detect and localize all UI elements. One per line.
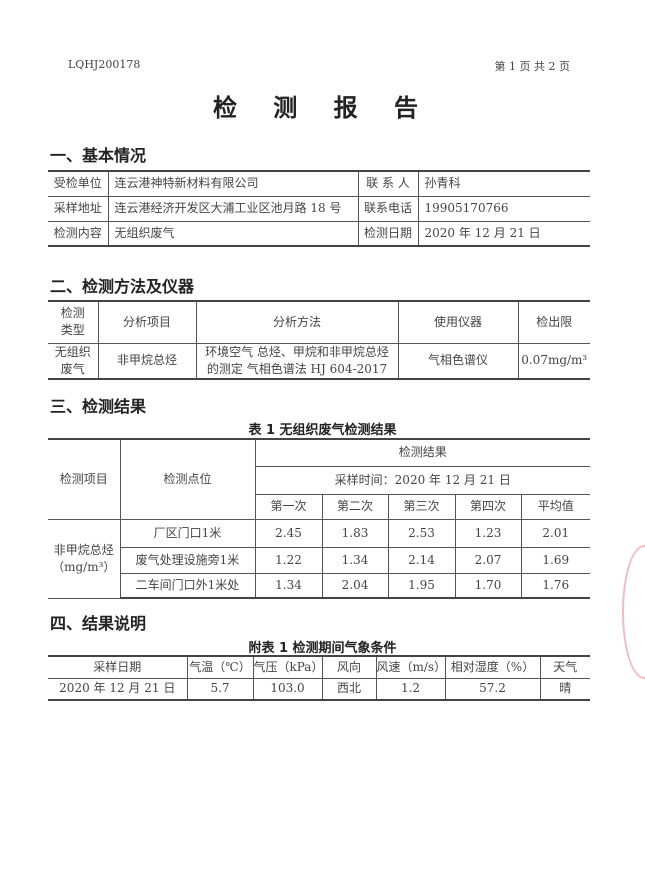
results-caption: 表 1 无组织废气检测结果 <box>248 423 397 438</box>
value-cell: 2.01 <box>520 518 590 548</box>
contact-label: 联 系 人 <box>357 170 419 197</box>
page-info: 第 1 页 共 2 页 <box>494 60 570 73</box>
weather-header: 天气 <box>539 655 590 679</box>
value-cell: 1.22 <box>254 546 323 574</box>
client-label: 受检单位 <box>48 170 109 197</box>
value-cell: 2.04 <box>321 572 389 599</box>
section-results: 三、检测结果 <box>50 397 147 416</box>
method-header: 分析项目 <box>97 300 197 344</box>
address-value: 连云港经济开发区大浦工业区池月路 18 号 <box>107 195 359 222</box>
weather-cell: 1.2 <box>375 677 446 701</box>
value-cell: 1.95 <box>387 572 456 599</box>
weather-header: 风向 <box>321 655 377 679</box>
weather-cell: 2020 年 12 月 21 日 <box>48 677 188 701</box>
value-cell: 2.45 <box>254 518 323 548</box>
weather-cell: 晴 <box>539 677 590 701</box>
header-average: 平均值 <box>520 493 590 520</box>
header-point: 检测点位 <box>119 438 256 520</box>
method-header: 检出限 <box>517 300 590 344</box>
value-cell: 2.07 <box>454 546 522 574</box>
results-table: 检测项目 检测点位 检测结果 采样时间：2020 年 12 月 21 日 第一次… <box>48 438 590 599</box>
section-notes: 四、结果说明 <box>50 614 147 633</box>
weather-cell: 103.0 <box>252 677 323 701</box>
weather-header: 气压（kPa） <box>252 655 323 679</box>
client-value: 连云港神特新材料有限公司 <box>107 170 359 197</box>
method-table: 检测类型 分析项目 分析方法 使用仪器 检出限 无组织废气 非甲烷总烃 环境空气… <box>48 300 590 380</box>
date-label: 检测日期 <box>357 220 419 247</box>
method-cell: 无组织废气 <box>48 342 99 380</box>
value-cell: 1.76 <box>520 572 590 599</box>
value-cell: 1.23 <box>454 518 522 548</box>
section-basic: 一、基本情况 <box>50 146 147 165</box>
value-cell: 2.14 <box>387 546 456 574</box>
header-run: 第四次 <box>454 493 522 520</box>
header-run: 第二次 <box>321 493 389 520</box>
value-cell: 2.53 <box>387 518 456 548</box>
method-header: 使用仪器 <box>397 300 519 344</box>
weather-header: 气温（℃） <box>186 655 254 679</box>
content-value: 无组织废气 <box>107 220 359 247</box>
method-header: 分析方法 <box>195 300 399 344</box>
weather-caption: 附表 1 检测期间气象条件 <box>248 641 397 656</box>
phone-value: 19905170766 <box>417 195 590 222</box>
contact-value: 孙青科 <box>417 170 590 197</box>
item-unit: （mg/m³） <box>52 559 116 574</box>
weather-table: 采样日期 气温（℃） 气压（kPa） 风向 风速（m/s） 相对湿度（%） 天气… <box>48 655 590 701</box>
value-cell: 1.69 <box>520 546 590 574</box>
weather-cell: 西北 <box>321 677 377 701</box>
point-cell: 厂区门口1米 <box>119 518 256 548</box>
method-cell: 气相色谱仪 <box>397 342 519 380</box>
value-cell: 1.34 <box>254 572 323 599</box>
weather-cell: 57.2 <box>444 677 541 701</box>
section-method: 二、检测方法及仪器 <box>50 277 195 296</box>
value-cell: 1.70 <box>454 572 522 599</box>
method-header: 检测类型 <box>48 300 99 344</box>
phone-label: 联系电话 <box>357 195 419 222</box>
point-cell: 废气处理设施旁1米 <box>120 546 256 574</box>
method-cell: 环境空气 总烃、甲烷和非甲烷总烃的测定 气相色谱法 HJ 604-2017 <box>195 342 399 380</box>
point-cell: 二车间门口外1米处 <box>120 572 256 599</box>
seal-stamp-fragment <box>622 545 645 679</box>
value-cell: 1.34 <box>321 546 389 574</box>
item-cell: 非甲烷总烃 （mg/m³） <box>48 518 121 599</box>
item-name: 非甲烷总烃 <box>53 542 114 557</box>
address-label: 采样地址 <box>48 195 109 222</box>
basic-info-table: 受检单位 连云港神特新材料有限公司 联 系 人 孙青科 采样地址 连云港经济开发… <box>48 170 590 247</box>
header-run: 第一次 <box>255 493 323 520</box>
weather-header: 采样日期 <box>48 655 188 679</box>
weather-cell: 5.7 <box>186 677 254 701</box>
header-run: 第三次 <box>387 493 456 520</box>
report-title: 检 测 报 告 <box>212 94 433 122</box>
method-cell: 非甲烷总烃 <box>97 342 197 380</box>
header-item: 检测项目 <box>48 438 121 520</box>
weather-header: 风速（m/s） <box>375 655 446 679</box>
value-cell: 1.83 <box>321 518 389 548</box>
header-sampling-time: 采样时间：2020 年 12 月 21 日 <box>255 465 590 495</box>
content-label: 检测内容 <box>48 220 109 247</box>
header-result: 检测结果 <box>254 438 590 467</box>
report-number: LQHJ200178 <box>68 58 141 71</box>
method-cell: 0.07mg/m³ <box>517 342 590 380</box>
weather-header: 相对湿度（%） <box>444 655 541 679</box>
date-value: 2020 年 12 月 21 日 <box>417 220 590 247</box>
